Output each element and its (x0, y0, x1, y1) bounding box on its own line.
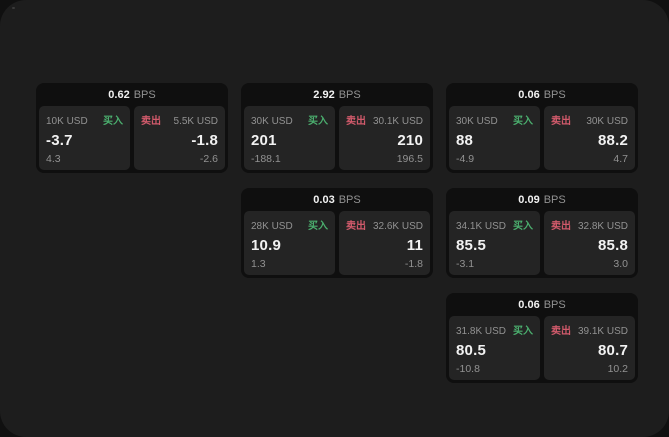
buy-amount: 30K USD (251, 116, 293, 127)
bps-value: 0.03 (313, 194, 335, 206)
bps-value: 0.06 (518, 89, 540, 101)
sell-panel[interactable]: 卖出 32.8K USD 85.8 3.0 (544, 211, 635, 275)
sell-side-label: 卖出 (551, 326, 571, 337)
sell-side-label: 卖出 (551, 221, 571, 232)
quote-card[interactable]: 0.06 BPS 31.8K USD 买入 80.5 -10.8 卖出 39.1… (446, 293, 638, 383)
buy-amount: 28K USD (251, 221, 293, 232)
buy-side-label: 买入 (513, 116, 533, 127)
bps-value: 2.92 (313, 89, 335, 101)
buy-price: -3.7 (46, 131, 73, 149)
sell-amount: 32.6K USD (372, 221, 423, 232)
bps-value: 0.06 (518, 299, 540, 311)
sell-delta: 196.5 (396, 153, 423, 165)
buy-delta: -3.1 (456, 258, 475, 270)
quote-card[interactable]: 0.09 BPS 34.1K USD 买入 85.5 -3.1 卖出 32.8K… (446, 188, 638, 278)
sell-amount: 32.8K USD (577, 221, 628, 232)
sell-price: 11 (406, 236, 423, 254)
bps-value: 0.62 (108, 89, 130, 101)
card-panels: 30K USD 买入 88 -4.9 卖出 30K USD 88.2 4.7 (449, 106, 635, 170)
buy-panel[interactable]: 10K USD 买入 -3.7 4.3 (39, 106, 130, 170)
bps-unit-label: BPS (133, 89, 156, 101)
buy-delta: -4.9 (456, 153, 475, 165)
sell-amount: 30.1K USD (372, 116, 423, 127)
sell-side-label: 卖出 (551, 116, 571, 127)
buy-price: 88 (456, 131, 474, 149)
quote-card[interactable]: 2.92 BPS 30K USD 买入 201 -188.1 卖出 30.1K … (241, 83, 433, 173)
buy-price: 85.5 (456, 236, 486, 254)
buy-amount: 31.8K USD (456, 326, 507, 337)
card-panels: 28K USD 买入 10.9 1.3 卖出 32.6K USD 11 -1.8 (244, 211, 430, 275)
card-panels: 30K USD 买入 201 -188.1 卖出 30.1K USD 210 1… (244, 106, 430, 170)
quote-card[interactable]: 0.06 BPS 30K USD 买入 88 -4.9 卖出 30K USD 8… (446, 83, 638, 173)
card-panels: 10K USD 买入 -3.7 4.3 卖出 5.5K USD -1.8 -2.… (39, 106, 225, 170)
sell-delta: 3.0 (613, 258, 628, 270)
card-panels: 31.8K USD 买入 80.5 -10.8 卖出 39.1K USD 80.… (449, 316, 635, 380)
sell-panel[interactable]: 卖出 5.5K USD -1.8 -2.6 (134, 106, 225, 170)
bps-unit-label: BPS (338, 89, 361, 101)
buy-side-label: 买入 (308, 116, 328, 127)
buy-amount: 34.1K USD (456, 221, 507, 232)
bps-unit-label: BPS (543, 89, 566, 101)
buy-delta: 4.3 (46, 153, 61, 165)
sell-delta: -1.8 (404, 258, 423, 270)
buy-price: 10.9 (251, 236, 281, 254)
buy-side-label: 买入 (308, 221, 328, 232)
buy-amount: 30K USD (456, 116, 498, 127)
buy-side-label: 买入 (513, 326, 533, 337)
sell-panel[interactable]: 卖出 30K USD 88.2 4.7 (544, 106, 635, 170)
buy-panel[interactable]: 31.8K USD 买入 80.5 -10.8 (449, 316, 540, 380)
sell-price: 88.2 (598, 131, 628, 149)
sell-price: 80.7 (598, 341, 628, 359)
card-header: 0.06 BPS (449, 296, 635, 314)
buy-delta: -10.8 (456, 363, 480, 375)
card-header: 0.03 BPS (244, 191, 430, 209)
quote-card[interactable]: 0.62 BPS 10K USD 买入 -3.7 4.3 卖出 5.5K USD… (36, 83, 228, 173)
sell-side-label: 卖出 (346, 116, 366, 127)
buy-side-label: 买入 (103, 116, 123, 127)
buy-panel[interactable]: 30K USD 买入 88 -4.9 (449, 106, 540, 170)
sell-delta: 4.7 (613, 153, 628, 165)
buy-delta: 1.3 (251, 258, 266, 270)
sell-side-label: 卖出 (346, 221, 366, 232)
sell-delta: 10.2 (607, 363, 628, 375)
buy-amount: 10K USD (46, 116, 88, 127)
buy-price: 201 (251, 131, 277, 149)
sell-panel[interactable]: 卖出 30.1K USD 210 196.5 (339, 106, 430, 170)
buy-delta: -188.1 (251, 153, 281, 165)
sell-price: 210 (397, 131, 423, 149)
sell-amount: 39.1K USD (577, 326, 628, 337)
sell-side-label: 卖出 (141, 116, 161, 127)
card-header: 2.92 BPS (244, 86, 430, 104)
buy-price: 80.5 (456, 341, 486, 359)
card-header: 0.09 BPS (449, 191, 635, 209)
card-panels: 34.1K USD 买入 85.5 -3.1 卖出 32.8K USD 85.8… (449, 211, 635, 275)
sell-panel[interactable]: 卖出 32.6K USD 11 -1.8 (339, 211, 430, 275)
sell-price: 85.8 (598, 236, 628, 254)
quotes-grid: 0.62 BPS 10K USD 买入 -3.7 4.3 卖出 5.5K USD… (36, 83, 638, 383)
buy-panel[interactable]: 30K USD 买入 201 -188.1 (244, 106, 335, 170)
buy-side-label: 买入 (513, 221, 533, 232)
sell-amount: 5.5K USD (173, 116, 218, 127)
buy-panel[interactable]: 28K USD 买入 10.9 1.3 (244, 211, 335, 275)
sell-amount: 30K USD (586, 116, 628, 127)
cursor-dot (12, 7, 15, 9)
bps-unit-label: BPS (338, 194, 361, 206)
card-header: 0.06 BPS (449, 86, 635, 104)
sell-panel[interactable]: 卖出 39.1K USD 80.7 10.2 (544, 316, 635, 380)
quote-card[interactable]: 0.03 BPS 28K USD 买入 10.9 1.3 卖出 32.6K US… (241, 188, 433, 278)
sell-delta: -2.6 (199, 153, 218, 165)
bps-unit-label: BPS (543, 194, 566, 206)
sell-price: -1.8 (191, 131, 218, 149)
bps-unit-label: BPS (543, 299, 566, 311)
card-header: 0.62 BPS (39, 86, 225, 104)
buy-panel[interactable]: 34.1K USD 买入 85.5 -3.1 (449, 211, 540, 275)
bps-value: 0.09 (518, 194, 540, 206)
